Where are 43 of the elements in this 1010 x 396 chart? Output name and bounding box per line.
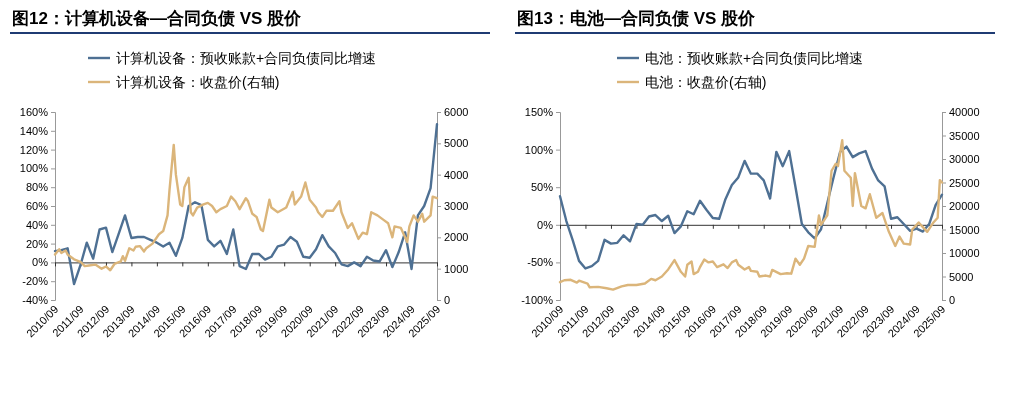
y2-tick-label: 4000 (444, 168, 469, 181)
y2-tick-label: 20000 (949, 200, 980, 213)
y-tick-label: 80% (25, 181, 49, 194)
y-tick-label: 100% (19, 162, 49, 175)
legend-label: 计算机设备：收盘价(右轴) (116, 74, 280, 90)
y-tick-label: 40% (25, 218, 49, 231)
y2-tick-label: 40000 (949, 106, 980, 119)
y-tick-label: 50% (530, 181, 554, 194)
y-tick-label: 100% (524, 143, 554, 156)
legend-label: 电池：收盘价(右轴) (645, 74, 767, 90)
y2-tick-label: 10000 (949, 247, 980, 260)
y2-tick-label: 0 (444, 294, 451, 307)
y2-tick-label: 30000 (949, 153, 980, 166)
y-tick-label: 160% (19, 106, 49, 119)
y2-tick-label: 15000 (949, 223, 980, 236)
line-series (53, 143, 439, 272)
y-tick-label: -50% (527, 256, 554, 269)
legend-label: 电池：预收账款+合同负债同比增速 (645, 50, 864, 66)
y-tick-label: 150% (524, 106, 554, 119)
y-tick-label: 60% (25, 200, 49, 213)
y2-tick-label: 6000 (444, 106, 469, 119)
y-tick-label: 140% (19, 124, 49, 137)
y-tick-label: 0% (32, 256, 49, 269)
y2-tick-label: 5000 (949, 270, 974, 283)
y-tick-label: 20% (25, 237, 49, 250)
legend-label: 计算机设备：预收账款+合同负债同比增速 (116, 50, 377, 66)
y-tick-label: 0% (537, 218, 554, 231)
chart-title: 图13：电池—合同负债 VS 股价 (517, 9, 757, 28)
y2-tick-label: 5000 (444, 137, 469, 150)
line-series (53, 123, 439, 286)
y2-tick-label: 2000 (444, 231, 469, 244)
y-tick-label: -40% (22, 294, 49, 307)
y2-tick-label: 1000 (444, 262, 469, 275)
y2-tick-label: 3000 (444, 200, 469, 213)
y2-tick-label: 0 (949, 294, 956, 307)
y2-tick-label: 35000 (949, 129, 980, 142)
line-series (558, 145, 944, 270)
y-tick-label: 120% (19, 143, 49, 156)
y2-tick-label: 25000 (949, 176, 980, 189)
y-tick-label: -20% (22, 275, 49, 288)
line-series (558, 139, 944, 291)
chart-title: 图12：计算机设备—合同负债 VS 股价 (12, 9, 303, 28)
y-tick-label: -100% (521, 294, 554, 307)
